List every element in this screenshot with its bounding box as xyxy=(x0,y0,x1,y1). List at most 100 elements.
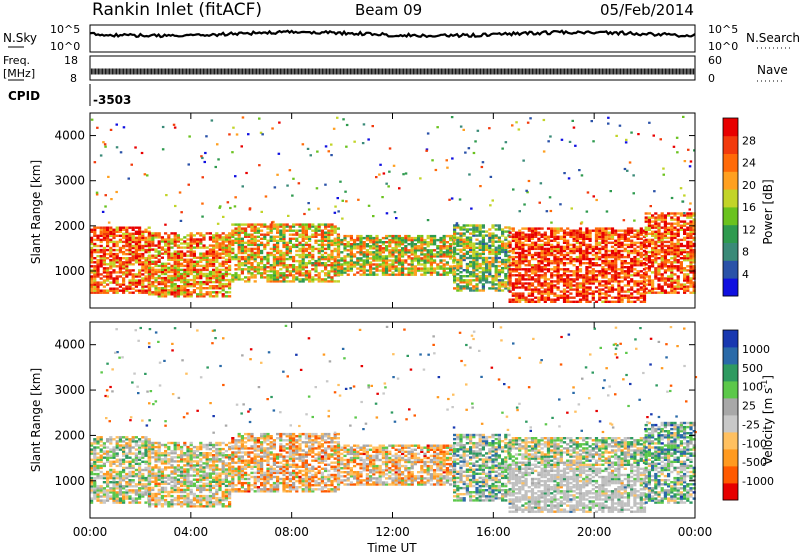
power-scatter-cell xyxy=(686,289,690,292)
power-scatter-cell xyxy=(378,173,381,176)
power-scatter-cell xyxy=(521,292,525,295)
power-scatter-cell xyxy=(391,273,395,276)
power-scatter-cell xyxy=(481,250,485,254)
power-scatter-cell xyxy=(96,275,100,278)
power-scatter-cell xyxy=(598,270,602,273)
power-colorbar-tick-label: 8 xyxy=(742,246,749,259)
power-scatter-cell xyxy=(401,263,405,266)
power-scatter-cell xyxy=(598,247,602,251)
power-scatter-cell xyxy=(101,210,105,213)
power-scatter-cell xyxy=(582,243,586,247)
power-scatter-cell xyxy=(598,229,602,232)
power-scatter-cell xyxy=(102,275,106,278)
power-scatter-cell xyxy=(578,229,583,232)
power-scatter-cell xyxy=(542,118,546,122)
power-scatter-cell xyxy=(654,234,658,237)
power-scatter-cell xyxy=(311,229,315,232)
power-scatter-cell xyxy=(199,256,203,259)
power-scatter-cell xyxy=(218,206,221,209)
velocity-scatter-cell xyxy=(102,472,106,476)
power-scatter-cell xyxy=(692,212,696,215)
power-scatter-cell xyxy=(566,296,570,299)
velocity-scatter-cells xyxy=(90,324,698,513)
power-scatter-cell xyxy=(572,259,576,263)
power-scatter-cell xyxy=(491,226,495,229)
power-scatter-cell xyxy=(192,266,196,270)
power-scatter-cell xyxy=(449,249,453,252)
power-scatter-cell xyxy=(234,223,238,226)
power-scatter-cell xyxy=(644,226,648,229)
power-scatter-cell xyxy=(651,234,655,237)
power-scatter-cell xyxy=(99,277,103,280)
power-scatter-cell xyxy=(276,229,280,232)
power-scatter-cell xyxy=(276,231,280,234)
power-scatter-cell xyxy=(304,225,308,228)
power-scatter-cell xyxy=(636,262,640,265)
velocity-scatter-cell xyxy=(122,495,126,498)
power-scatter-cell xyxy=(556,282,560,285)
velocity-scatter-cell xyxy=(109,474,113,478)
power-scatter-cell xyxy=(676,238,680,242)
power-scatter-cell xyxy=(426,253,430,256)
power-scatter-cell xyxy=(670,196,674,200)
power-scatter-cell xyxy=(550,253,554,257)
velocity-scatter-cell xyxy=(128,481,132,484)
power-scatter-cell xyxy=(472,250,476,254)
power-scatter-cell xyxy=(279,237,283,240)
power-scatter-cell xyxy=(151,240,155,243)
power-scatter-cell xyxy=(543,255,547,259)
power-scatter-cell xyxy=(199,295,203,298)
power-scatter-cell xyxy=(598,251,602,255)
power-scatter-cell xyxy=(559,257,563,261)
power-scatter-cell xyxy=(647,244,651,248)
power-scatter-cell xyxy=(404,247,408,250)
power-scatter-cell xyxy=(148,285,152,288)
power-scatter-cell xyxy=(272,249,276,253)
power-scatter-cell xyxy=(125,244,129,248)
power-scatter-cell xyxy=(537,231,541,234)
power-scatter-cell xyxy=(453,279,457,282)
power-scatter-cell xyxy=(173,282,177,286)
power-scatter-cell xyxy=(575,268,579,271)
power-scatter-cell xyxy=(550,268,554,271)
power-scatter-cell xyxy=(585,227,589,230)
power-scatter-cell xyxy=(679,287,683,290)
power-scatter-cell xyxy=(336,227,340,230)
power-scatter-cell xyxy=(196,256,200,259)
power-scatter-cell xyxy=(375,265,379,268)
power-scatter-cell xyxy=(240,145,243,148)
power-scatter-cell xyxy=(141,236,145,240)
power-scatter-cell xyxy=(202,264,206,268)
power-scatter-cell xyxy=(112,289,116,292)
power-scatter-cell xyxy=(173,287,177,290)
power-scatter-cell xyxy=(676,281,680,284)
power-scatter-cell xyxy=(537,264,541,267)
velocity-scatter-cell xyxy=(112,501,116,504)
power-scatter-cell xyxy=(266,266,270,269)
power-scatter-cell xyxy=(601,239,605,242)
power-scatter-cell xyxy=(617,288,621,291)
power-scatter-cell xyxy=(562,229,567,232)
power-scatter-cell xyxy=(131,246,135,250)
power-scatter-cell xyxy=(617,282,621,285)
power-scatter-cell xyxy=(692,271,696,274)
velocity-scatter-cell xyxy=(125,454,129,457)
power-scatter-cell xyxy=(336,116,339,119)
power-scatter-cell xyxy=(488,246,492,249)
power-scatter-cell xyxy=(556,237,560,240)
power-scatter-cell xyxy=(173,276,177,280)
power-scatter-cell xyxy=(639,247,643,251)
power-scatter-cell xyxy=(626,169,629,172)
power-scatter-cell xyxy=(642,229,647,232)
power-scatter-cell xyxy=(676,269,680,272)
power-scatter-cell xyxy=(508,245,512,249)
power-scatter-cell xyxy=(301,227,305,230)
power-scatter-cell xyxy=(397,257,401,260)
power-scatter-cell xyxy=(632,192,635,195)
power-scatter-cell xyxy=(122,236,126,240)
power-scatter-cell xyxy=(385,212,389,215)
power-scatter-cell xyxy=(657,250,661,254)
power-scatter-cell xyxy=(514,300,519,303)
power-scatter-cell xyxy=(445,273,449,276)
power-scatter-cell xyxy=(237,225,241,228)
